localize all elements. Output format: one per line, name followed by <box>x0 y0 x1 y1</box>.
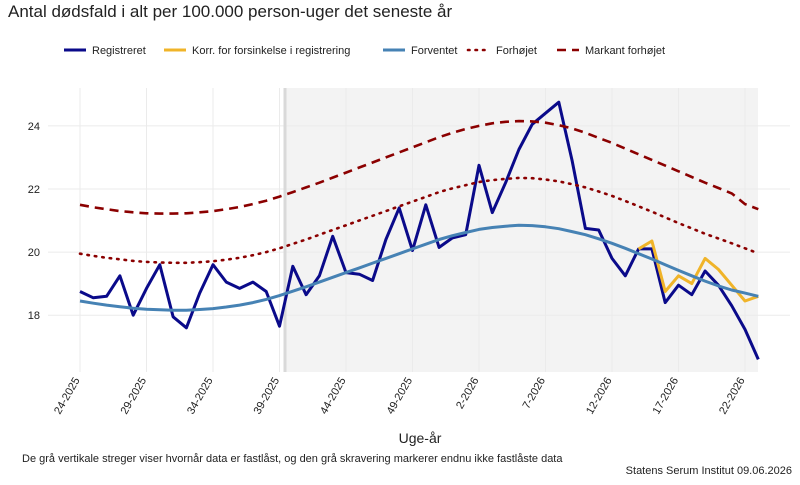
x-tick-label: 7-2026 <box>521 376 549 412</box>
legend-label: Registreret <box>92 45 146 57</box>
y-tick-label: 20 <box>28 247 40 259</box>
x-tick-label: 12-2026 <box>584 376 615 417</box>
legend-label: Korr. for forsinkelse i registrering <box>192 45 350 57</box>
series-line <box>79 119 759 215</box>
x-tick-label: 34-2025 <box>185 376 216 417</box>
x-tick-label: 39-2025 <box>252 376 283 417</box>
x-tick-label: 17-2026 <box>651 376 682 417</box>
caption: De grå vertikale streger viser hvornår d… <box>22 453 563 465</box>
x-tick-label: 2-2026 <box>454 376 482 412</box>
series-line <box>79 223 759 312</box>
x-tick-label: 24-2025 <box>52 376 83 417</box>
series-line <box>637 239 759 303</box>
y-tick-label: 24 <box>28 121 40 133</box>
legend-label: Forventet <box>411 45 457 57</box>
chart-title: Antal dødsfald i alt per 100.000 person-… <box>8 2 453 21</box>
x-tick-label: 44-2025 <box>318 376 349 417</box>
x-tick-label: 22-2026 <box>717 376 748 417</box>
source: Statens Serum Institut 09.06.2026 <box>626 465 792 477</box>
x-axis-title: Uge-år <box>399 430 442 446</box>
unlocked-shading <box>285 88 758 372</box>
y-tick-label: 22 <box>28 184 40 196</box>
x-tick-label: 49-2025 <box>385 376 416 417</box>
y-tick-label: 18 <box>28 310 40 322</box>
legend-label: Markant forhøjet <box>585 45 665 57</box>
legend-label: Forhøjet <box>496 45 537 57</box>
x-tick-label: 29-2025 <box>119 376 150 417</box>
series-line <box>78 176 760 265</box>
